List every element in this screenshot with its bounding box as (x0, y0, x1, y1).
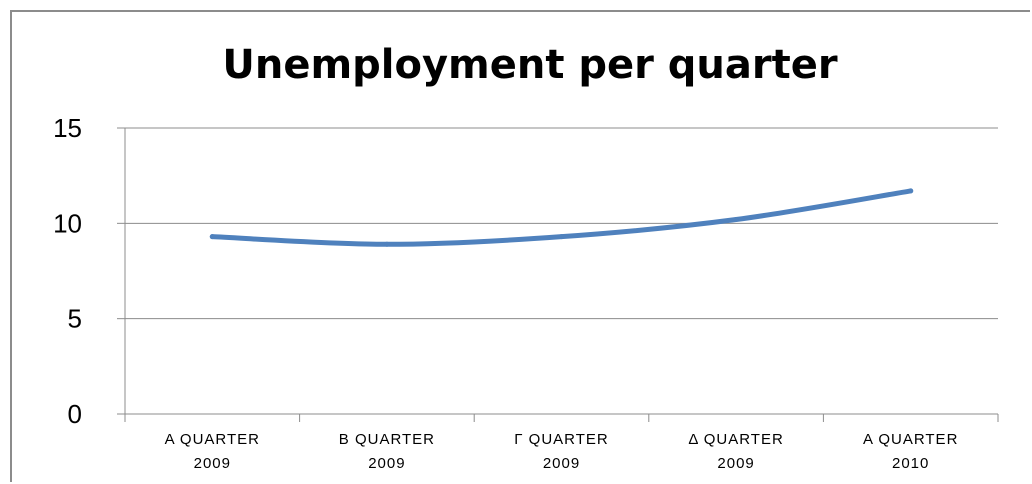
chart-frame (10, 10, 1030, 482)
x-axis-ticks: A QUARTER 2009 B QUARTER 2009 Γ QUARTER 2009 Δ… (165, 431, 958, 472)
data-point (384, 241, 390, 247)
y-tick-label: 15 (53, 113, 82, 143)
y-tick-label: 10 (53, 208, 82, 238)
x-tick-label: Γ QUARTER (514, 431, 609, 448)
x-tick-label: Δ QUARTER (688, 431, 783, 448)
data-point (209, 234, 215, 240)
x-tick-label: A QUARTER (863, 431, 958, 448)
x-tick-label: B QUARTER (339, 431, 435, 448)
y-tick-label: 5 (68, 304, 82, 334)
x-tick-label: 2009 (194, 455, 231, 472)
y-axis-ticks: 0 5 10 15 (53, 113, 82, 429)
x-tick-label: 2009 (368, 455, 405, 472)
data-point (908, 188, 914, 194)
data-point (559, 234, 564, 240)
x-tick-label: 2010 (892, 455, 929, 472)
x-tick-label: 2009 (543, 455, 580, 472)
series-group (209, 188, 914, 247)
chart-title: Unemployment per quarter (222, 42, 837, 88)
gridlines (125, 127, 998, 320)
y-tick-label: 0 (68, 399, 82, 429)
x-tick-label: A QUARTER (165, 431, 260, 448)
x-tick-label: 2009 (717, 455, 754, 472)
axes (117, 127, 999, 422)
data-point (733, 217, 739, 223)
